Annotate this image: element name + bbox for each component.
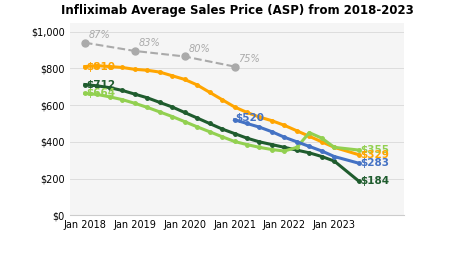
Text: $520: $520: [236, 113, 264, 123]
Text: $329: $329: [360, 150, 389, 160]
Text: $664: $664: [86, 88, 115, 98]
Text: 83%: 83%: [139, 38, 161, 48]
Text: 87%: 87%: [89, 30, 110, 40]
Text: $810: $810: [86, 62, 115, 71]
Text: $355: $355: [360, 145, 389, 155]
Text: $184: $184: [360, 176, 389, 187]
Text: $283: $283: [360, 158, 389, 168]
Text: 75%: 75%: [238, 54, 260, 64]
Text: 80%: 80%: [189, 44, 210, 54]
Title: Infliximab Average Sales Price (ASP) from 2018-2023: Infliximab Average Sales Price (ASP) fro…: [61, 4, 413, 17]
Text: $712: $712: [86, 79, 115, 89]
